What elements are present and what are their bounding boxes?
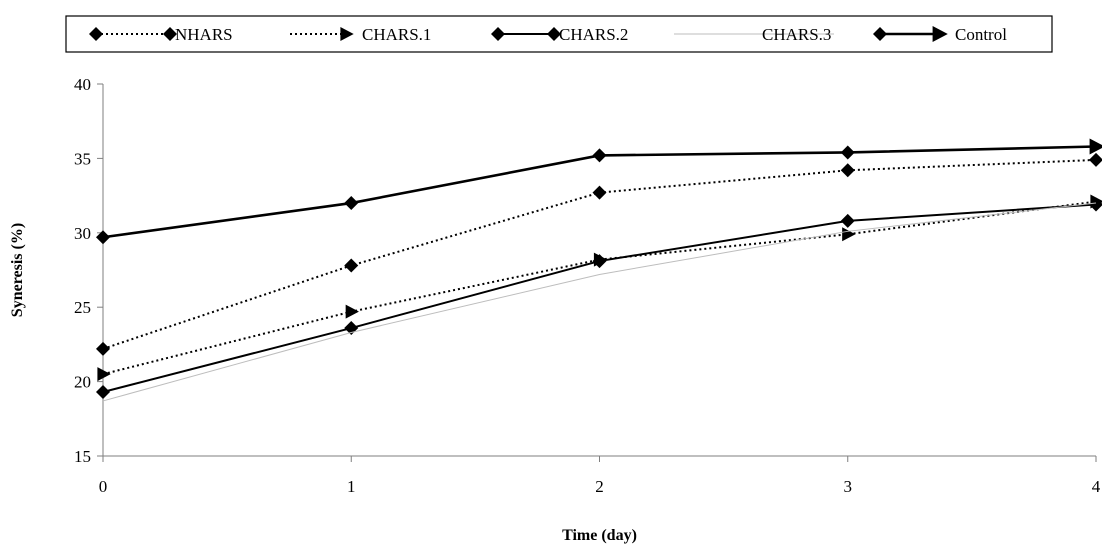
legend: NHARS CHARS.1 CHARS.2 CHARS.3 Control <box>65 15 1053 53</box>
data-point-diamond <box>592 148 607 163</box>
axes: 15 20 25 30 35 40 0 1 2 3 4 <box>74 75 1101 496</box>
data-point-diamond <box>89 27 103 41</box>
data-point-diamond <box>840 163 855 178</box>
y-tick-label: 15 <box>74 447 91 466</box>
y-tick-label: 40 <box>74 75 91 94</box>
data-point-diamond <box>547 27 561 41</box>
x-tick-label: 0 <box>99 477 108 496</box>
data-point-triangle <box>97 367 111 382</box>
legend-label: NHARS <box>175 25 233 44</box>
legend-item-CHARS.3: CHARS.3 <box>674 25 834 44</box>
series-Control <box>96 138 1102 245</box>
y-tick-label: 20 <box>74 373 91 392</box>
data-point-triangle <box>1089 138 1102 155</box>
y-tick-label: 35 <box>74 149 91 168</box>
series-NHARS <box>96 152 1102 356</box>
series-CHARS.2 <box>96 197 1102 400</box>
x-axis-title: Time (day) <box>562 527 637 544</box>
legend-item-Control: Control <box>873 25 1007 44</box>
legend-item-CHARS.1: CHARS.1 <box>290 25 431 44</box>
series-CHARS.1 <box>97 194 1102 382</box>
legend-label: Control <box>955 25 1007 44</box>
data-point-diamond <box>592 254 607 269</box>
series-line <box>102 202 1097 402</box>
data-point-triangle <box>842 227 856 242</box>
series-CHARS.3 <box>102 202 1097 402</box>
x-tick-label: 1 <box>347 477 356 496</box>
data-point-diamond <box>344 258 359 273</box>
data-point-diamond <box>1089 197 1102 212</box>
series-line <box>102 203 1097 393</box>
data-point-diamond <box>873 27 887 41</box>
data-point-diamond <box>96 385 110 400</box>
data-point-triangle <box>345 304 359 319</box>
data-point-diamond <box>1089 152 1102 167</box>
series-layer <box>96 138 1102 402</box>
legend-label: CHARS.3 <box>762 25 831 44</box>
data-point-diamond <box>840 145 855 160</box>
legend-item-CHARS.2: CHARS.2 <box>491 25 628 44</box>
legend-item-NHARS: NHARS <box>89 25 233 44</box>
y-tick-label: 30 <box>74 224 91 243</box>
data-point-diamond <box>163 27 177 41</box>
data-point-diamond <box>592 185 607 200</box>
x-tick-label: 3 <box>844 477 853 496</box>
data-point-diamond <box>96 230 110 245</box>
data-point-diamond <box>344 196 359 211</box>
legend-label: CHARS.1 <box>362 25 431 44</box>
x-tick-label: 2 <box>595 477 604 496</box>
data-point-triangle <box>932 26 948 42</box>
x-tick-label: 4 <box>1092 477 1101 496</box>
legend-label: CHARS.2 <box>559 25 628 44</box>
data-point-diamond <box>840 213 855 228</box>
y-axis-title: Syneresis (%) <box>9 223 26 317</box>
series-line <box>102 200 1097 376</box>
y-tick-label: 25 <box>74 298 91 317</box>
data-point-diamond <box>96 341 110 356</box>
data-point-triangle <box>340 27 354 41</box>
data-point-diamond <box>491 27 505 41</box>
